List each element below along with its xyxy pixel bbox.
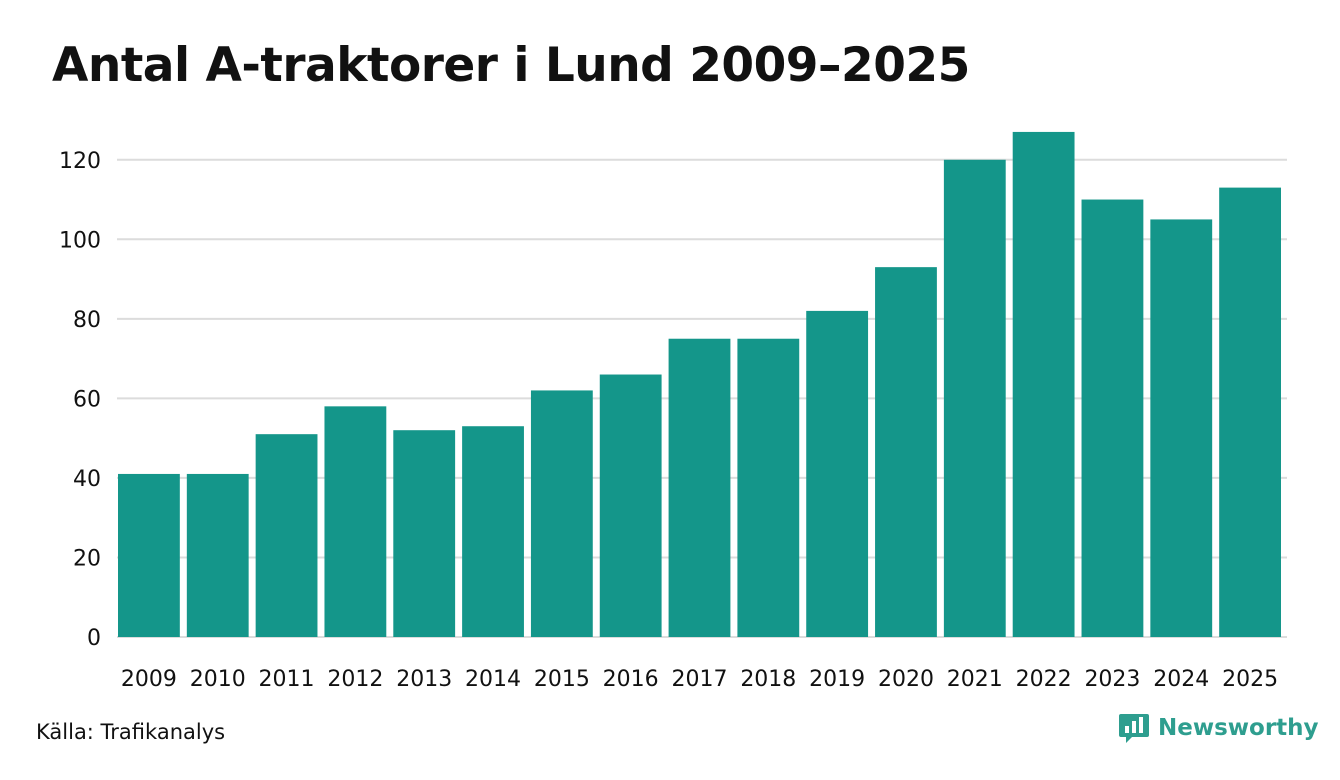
- bar-2020: [875, 267, 937, 637]
- x-tick-label-2019: 2019: [809, 667, 865, 692]
- bar-2025: [1219, 187, 1281, 637]
- x-tick-label-2009: 2009: [121, 667, 177, 692]
- bar-2022: [1012, 131, 1075, 637]
- x-axis-ticks: 2009 2010 2011 2012 2013 2014 2015 2016 2017 2018…: [121, 667, 1278, 692]
- x-tick-label-2018: 2018: [740, 667, 796, 692]
- x-tick-label-2014: 2014: [465, 667, 521, 692]
- x-tick-label-2017: 2017: [672, 667, 728, 692]
- brand-logo: Newsworthy: [1118, 712, 1319, 744]
- y-tick-label-20: 20: [73, 546, 101, 571]
- x-tick-label-2013: 2013: [396, 667, 452, 692]
- x-tick-label-2022: 2022: [1016, 667, 1072, 692]
- x-tick-label-2011: 2011: [259, 667, 315, 692]
- bar-2023: [1081, 199, 1144, 638]
- y-tick-label-120: 120: [59, 149, 101, 174]
- x-tick-label-2020: 2020: [878, 667, 934, 692]
- x-tick-label-2024: 2024: [1153, 667, 1209, 692]
- bars: [118, 131, 1281, 638]
- bar-2019: [806, 310, 869, 637]
- y-axis-ticks: 0 20 40 60 80 100 120: [59, 149, 101, 651]
- y-tick-label-0: 0: [87, 626, 101, 651]
- bar-2015: [530, 390, 593, 637]
- bar-chart-speech-icon: [1119, 714, 1149, 743]
- brand-name: Newsworthy: [1158, 715, 1319, 741]
- y-tick-label-60: 60: [73, 387, 101, 412]
- y-tick-label-80: 80: [73, 308, 101, 333]
- bar-2024: [1150, 219, 1213, 637]
- x-tick-label-2023: 2023: [1084, 667, 1140, 692]
- x-tick-label-2010: 2010: [190, 667, 246, 692]
- source-note: Källa: Trafikanalys: [36, 720, 226, 744]
- y-tick-label-100: 100: [59, 228, 101, 253]
- y-tick-label-40: 40: [73, 467, 101, 492]
- x-tick-label-2025: 2025: [1222, 667, 1278, 692]
- x-tick-label-2016: 2016: [603, 667, 659, 692]
- bar-2014: [462, 426, 524, 637]
- x-tick-label-2012: 2012: [327, 667, 383, 692]
- bar-2018: [737, 338, 800, 637]
- bar-2010: [186, 473, 249, 637]
- bar-2013: [393, 430, 456, 637]
- bar-2017: [668, 338, 731, 637]
- x-tick-label-2015: 2015: [534, 667, 590, 692]
- x-tick-label-2021: 2021: [947, 667, 1003, 692]
- bar-2016: [599, 374, 662, 637]
- bar-2009: [118, 473, 180, 637]
- bar-2011: [255, 434, 318, 637]
- bar-2021: [943, 159, 1006, 637]
- bar-2012: [324, 406, 387, 637]
- chart-title: Antal A-traktorer i Lund 2009–2025: [52, 38, 970, 93]
